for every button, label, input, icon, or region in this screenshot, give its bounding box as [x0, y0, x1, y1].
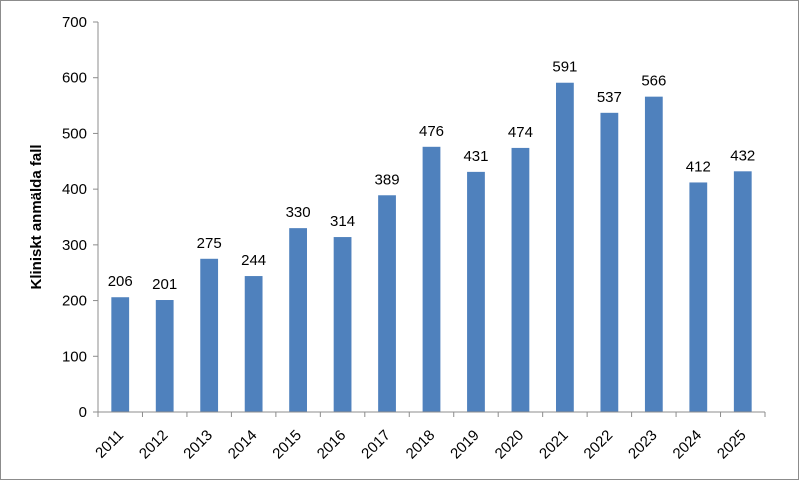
- x-tick-label-2017: 2017: [358, 427, 394, 463]
- x-tick-label-2012: 2012: [136, 427, 172, 463]
- bar-2013: [200, 258, 219, 412]
- bar-2020: [511, 147, 530, 412]
- data-label-2015: 330: [286, 204, 311, 221]
- data-label-2018: 476: [419, 123, 444, 140]
- x-tick-label-2024: 2024: [670, 427, 706, 463]
- y-tick-label: 400: [62, 181, 87, 198]
- data-label-2024: 412: [686, 158, 711, 175]
- bar-2015: [289, 228, 307, 412]
- x-tick-label-2025: 2025: [714, 427, 750, 463]
- data-label-2021: 591: [552, 59, 577, 76]
- x-axis-ticks: 2011 2012 2013 2014 2015 2016 2017 2018 2019 2020…: [92, 412, 766, 463]
- bar-2022: [600, 112, 619, 413]
- y-tick-label: 600: [62, 70, 87, 87]
- y-axis-title: Kliniskt anmälda fall: [28, 144, 45, 289]
- data-label-2017: 389: [375, 171, 400, 188]
- x-tick-label-2014: 2014: [225, 427, 261, 463]
- bar-2017: [378, 195, 396, 412]
- bar-2011: [111, 297, 130, 412]
- bar-2019: [467, 171, 485, 412]
- data-label-2023: 566: [641, 73, 666, 90]
- bar-2025: [733, 171, 752, 412]
- y-tick-label: 200: [62, 293, 87, 310]
- bar-2014: [244, 276, 263, 412]
- x-tick-label-2022: 2022: [581, 427, 617, 463]
- x-tick-label-2019: 2019: [447, 427, 483, 463]
- x-tick-label-2023: 2023: [625, 427, 661, 463]
- data-label-2012: 201: [152, 276, 177, 293]
- x-tick-label-2016: 2016: [314, 427, 350, 463]
- y-tick-label: 700: [62, 14, 87, 31]
- bar-2012: [155, 300, 174, 412]
- data-label-2019: 431: [463, 148, 488, 165]
- x-tick-label-2018: 2018: [403, 427, 439, 463]
- data-label-2013: 275: [197, 235, 222, 252]
- data-label-2020: 474: [508, 124, 533, 141]
- bar-2024: [689, 182, 708, 412]
- y-tick-label: 100: [62, 348, 87, 365]
- x-tick-label-2021: 2021: [536, 427, 572, 463]
- bar-2016: [333, 237, 352, 412]
- data-label-2025: 432: [730, 147, 755, 164]
- y-axis-ticks: 0 100 200 300 400 500 600 700: [62, 14, 98, 421]
- y-tick-label: 300: [62, 237, 87, 254]
- bar-2018: [422, 146, 441, 413]
- y-tick-label: 0: [79, 404, 87, 421]
- y-tick-label: 500: [62, 125, 87, 142]
- x-tick-label-2015: 2015: [269, 427, 305, 463]
- data-labels: 206 201 275 244 330 314 389 476 431 474 591 537 566 4…: [108, 59, 756, 293]
- x-tick-label-2011: 2011: [92, 427, 127, 462]
- data-label-2022: 537: [597, 89, 622, 106]
- bar-2023: [644, 96, 663, 413]
- data-label-2014: 244: [241, 252, 266, 269]
- bar-2021: [556, 82, 574, 412]
- bars: [111, 82, 752, 413]
- data-label-2011: 206: [108, 273, 133, 290]
- x-tick-label-2013: 2013: [180, 427, 216, 463]
- x-tick-label-2020: 2020: [492, 427, 528, 463]
- data-label-2016: 314: [330, 213, 355, 230]
